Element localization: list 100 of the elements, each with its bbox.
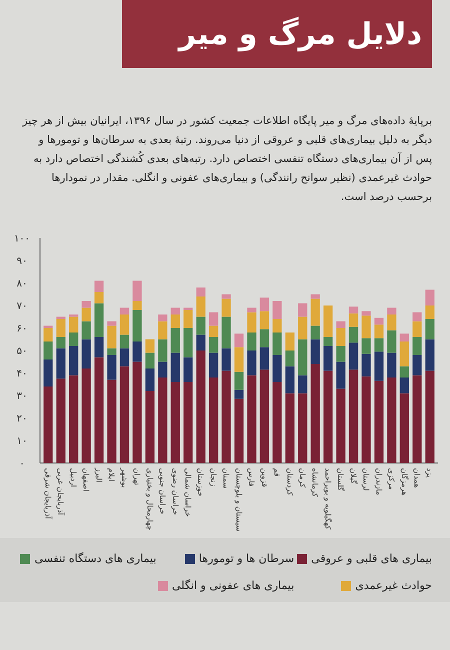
bar	[336, 328, 346, 346]
bar	[120, 366, 130, 463]
bar	[412, 355, 422, 376]
bar	[323, 337, 333, 346]
bar	[158, 321, 168, 340]
bar	[208, 352, 218, 378]
bar	[145, 339, 155, 353]
y-tick-label: ۸۰	[16, 278, 28, 290]
bar	[196, 334, 206, 350]
bar	[158, 314, 168, 322]
bar	[120, 308, 130, 314]
bar	[107, 348, 116, 355]
bar	[374, 318, 384, 325]
bar	[400, 366, 409, 378]
bar	[387, 308, 396, 314]
bar	[170, 308, 180, 314]
bar	[260, 311, 270, 330]
bar	[348, 342, 358, 370]
bar	[234, 390, 244, 399]
chart-title: دلایل مرگ و میر	[122, 0, 432, 68]
bar	[298, 339, 308, 376]
bar	[44, 328, 53, 342]
bar	[120, 334, 130, 348]
bar	[298, 303, 308, 317]
y-tick-label: ۱۰	[16, 436, 28, 447]
y-tick-label: ۷۰	[16, 301, 28, 312]
bar	[387, 330, 396, 353]
bar	[132, 301, 142, 310]
bar	[222, 294, 231, 299]
bar	[348, 326, 358, 343]
bar	[82, 339, 91, 368]
bar	[298, 316, 308, 340]
legend-label: بیماری های دستگاه تنفسی	[34, 552, 156, 565]
bar	[222, 370, 231, 463]
bar	[323, 306, 333, 337]
bar	[387, 378, 396, 463]
bar	[132, 342, 142, 362]
bar	[298, 375, 308, 394]
bar	[247, 332, 256, 350]
bar	[222, 316, 231, 348]
y-tick-label: ۵۰	[16, 346, 28, 357]
bar	[374, 352, 384, 381]
bar	[44, 342, 53, 360]
bar	[310, 294, 320, 299]
bar	[82, 308, 91, 322]
bar	[285, 366, 294, 394]
bar	[310, 339, 320, 364]
bar	[44, 360, 53, 386]
bar	[120, 314, 130, 335]
bar	[234, 334, 244, 348]
bar	[400, 342, 409, 366]
bar	[132, 310, 142, 342]
bar	[82, 301, 91, 308]
bar	[374, 380, 384, 463]
bar	[336, 388, 346, 463]
bar	[374, 324, 384, 338]
bar	[222, 348, 231, 371]
bar	[56, 337, 66, 348]
bar	[69, 316, 78, 332]
bar	[158, 339, 168, 362]
bar	[69, 375, 78, 463]
bar	[336, 346, 346, 362]
bar	[82, 321, 91, 340]
bar	[298, 393, 308, 463]
bar	[94, 337, 104, 358]
bar	[107, 326, 116, 348]
bar	[44, 386, 53, 463]
y-tick-label: ۱۰۰	[14, 234, 30, 244]
y-tick-label: ۹۰	[16, 256, 28, 267]
bar	[336, 321, 346, 328]
legend-label: بیماری های قلبی و عروقی	[311, 552, 432, 565]
bar	[184, 328, 193, 358]
bar	[260, 370, 270, 463]
bar	[362, 354, 371, 376]
bar	[400, 393, 409, 463]
bar	[247, 312, 256, 332]
y-tick-label: ۲۰	[16, 414, 28, 424]
bar	[425, 319, 434, 340]
bar	[425, 370, 434, 463]
bar	[272, 319, 282, 332]
y-tick-label: ۴۰	[16, 368, 28, 380]
y-tick-label: ۳۰	[16, 391, 28, 402]
bar	[362, 376, 371, 463]
bar	[362, 316, 371, 338]
bar	[158, 362, 168, 378]
bar	[208, 337, 218, 353]
bar	[196, 316, 206, 335]
bar	[412, 312, 422, 322]
bar	[400, 334, 409, 342]
y-tick-label: ۰	[19, 458, 25, 470]
bar	[425, 306, 434, 319]
bar	[247, 308, 256, 312]
bar	[412, 337, 422, 355]
legend-label: بیماری های عفونی و انگلی	[172, 579, 294, 592]
bar	[145, 352, 155, 368]
bar	[260, 298, 270, 312]
bar	[208, 312, 218, 326]
bar	[170, 314, 180, 328]
bar	[362, 338, 371, 354]
bar	[412, 321, 422, 337]
